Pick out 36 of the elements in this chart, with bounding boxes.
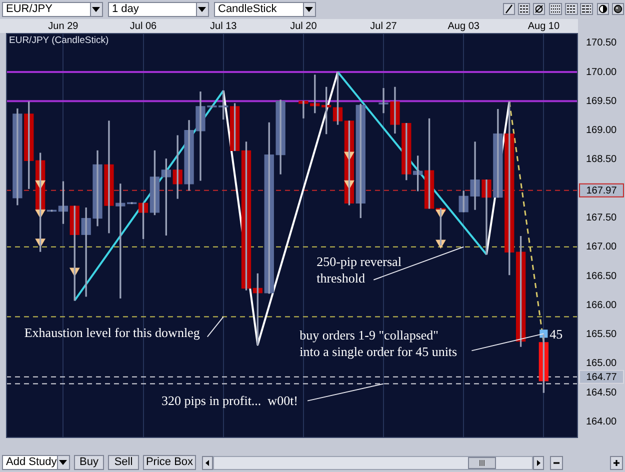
y-tick-label: 167.50 bbox=[586, 212, 618, 224]
y-tick-label: 169.00 bbox=[586, 125, 618, 136]
y-tick-label: 169.50 bbox=[586, 96, 618, 107]
annotation: 320 pips in profit... w00t! bbox=[162, 392, 298, 408]
y-tick-label: 166.50 bbox=[586, 270, 618, 282]
x-tick-label: Jul 06 bbox=[130, 20, 158, 32]
candlestick bbox=[378, 88, 388, 114]
y-tick-label: 170.50 bbox=[586, 38, 618, 49]
x-tick-label: Aug 10 bbox=[528, 20, 560, 32]
x-tick-label: Jul 27 bbox=[370, 20, 398, 32]
x-tick-label: Aug 03 bbox=[448, 20, 480, 32]
annotation: 45 bbox=[550, 326, 563, 342]
dropdown: CandleStick bbox=[214, 2, 316, 17]
y-tick-label: 165.50 bbox=[586, 329, 618, 340]
annotation: buy orders 1-9 "collapsed" into a single order for 45 units bbox=[300, 328, 458, 360]
y-tick-label: 166.00 bbox=[586, 300, 618, 311]
x-tick-label: Jun 29 bbox=[48, 20, 79, 32]
y-tick-label: 164.50 bbox=[586, 387, 618, 398]
y-tick-label: 165.00 bbox=[586, 358, 618, 370]
x-tick-label: Jul 13 bbox=[210, 20, 238, 32]
button: Buy bbox=[74, 455, 104, 470]
y-tick-label: 170.00 bbox=[586, 66, 618, 78]
y-tick-label: 164.00 bbox=[586, 416, 618, 428]
dropdown: EUR/JPY bbox=[2, 2, 103, 17]
x-tick-label: Jul 20 bbox=[290, 20, 318, 32]
ref-line-label: 164.77 bbox=[586, 372, 618, 384]
button: Price Box bbox=[143, 455, 196, 470]
chart-title: EUR/JPY (CandleStick) bbox=[9, 35, 109, 46]
button: Sell bbox=[108, 455, 139, 470]
annotation: Exhaustion level for this downleg bbox=[24, 324, 200, 340]
y-tick-label: 167.00 bbox=[586, 242, 618, 253]
dropdown: Add Study bbox=[2, 455, 70, 470]
annotation: 250-pip reversal threshold bbox=[316, 254, 402, 286]
ref-line-label: 167.97 bbox=[586, 186, 618, 197]
y-tick-label: 168.50 bbox=[586, 154, 618, 166]
dropdown: 1 day bbox=[108, 2, 209, 17]
